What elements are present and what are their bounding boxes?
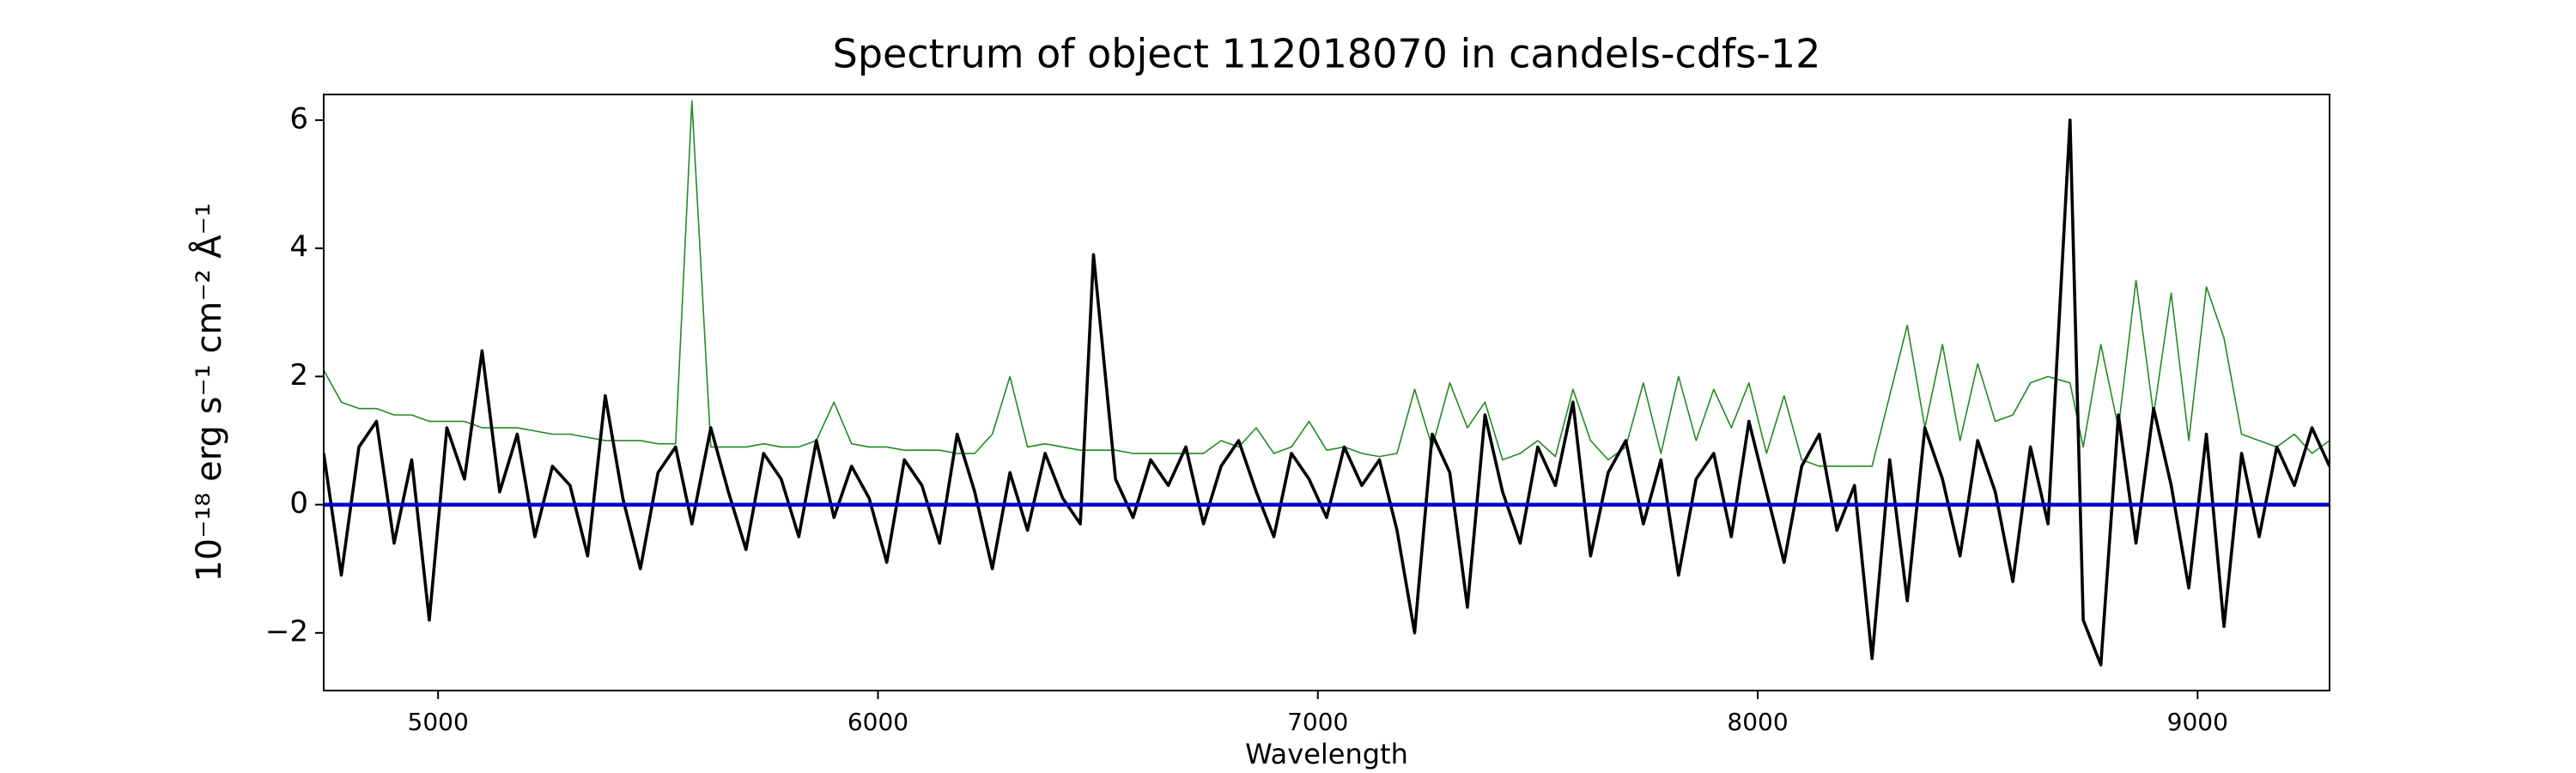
y-tick-label: 6 <box>289 101 308 136</box>
x-tick-label: 5000 <box>408 708 469 736</box>
y-tick-label: 0 <box>289 486 308 520</box>
y-tick-label: 4 <box>289 230 308 265</box>
plot-frame <box>323 94 2330 691</box>
x-axis-label: Wavelength <box>1245 738 1408 770</box>
x-tick-label: 7000 <box>1287 708 1348 736</box>
series-line <box>324 119 2330 666</box>
x-tick-label: 8000 <box>1727 708 1788 736</box>
chart-title: Spectrum of object 112018070 in candels-… <box>833 31 1821 77</box>
y-tick-label: −2 <box>265 614 308 648</box>
x-tick-label: 6000 <box>848 708 908 736</box>
x-tick-label: 9000 <box>2167 708 2228 736</box>
y-tick-label: 2 <box>289 358 308 393</box>
series-line <box>324 100 2330 467</box>
y-axis-label: 10⁻¹⁸ erg s⁻¹ cm⁻² Å⁻¹ <box>188 203 229 581</box>
